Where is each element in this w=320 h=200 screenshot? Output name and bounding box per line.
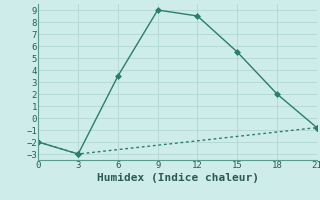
X-axis label: Humidex (Indice chaleur): Humidex (Indice chaleur) bbox=[97, 173, 259, 183]
